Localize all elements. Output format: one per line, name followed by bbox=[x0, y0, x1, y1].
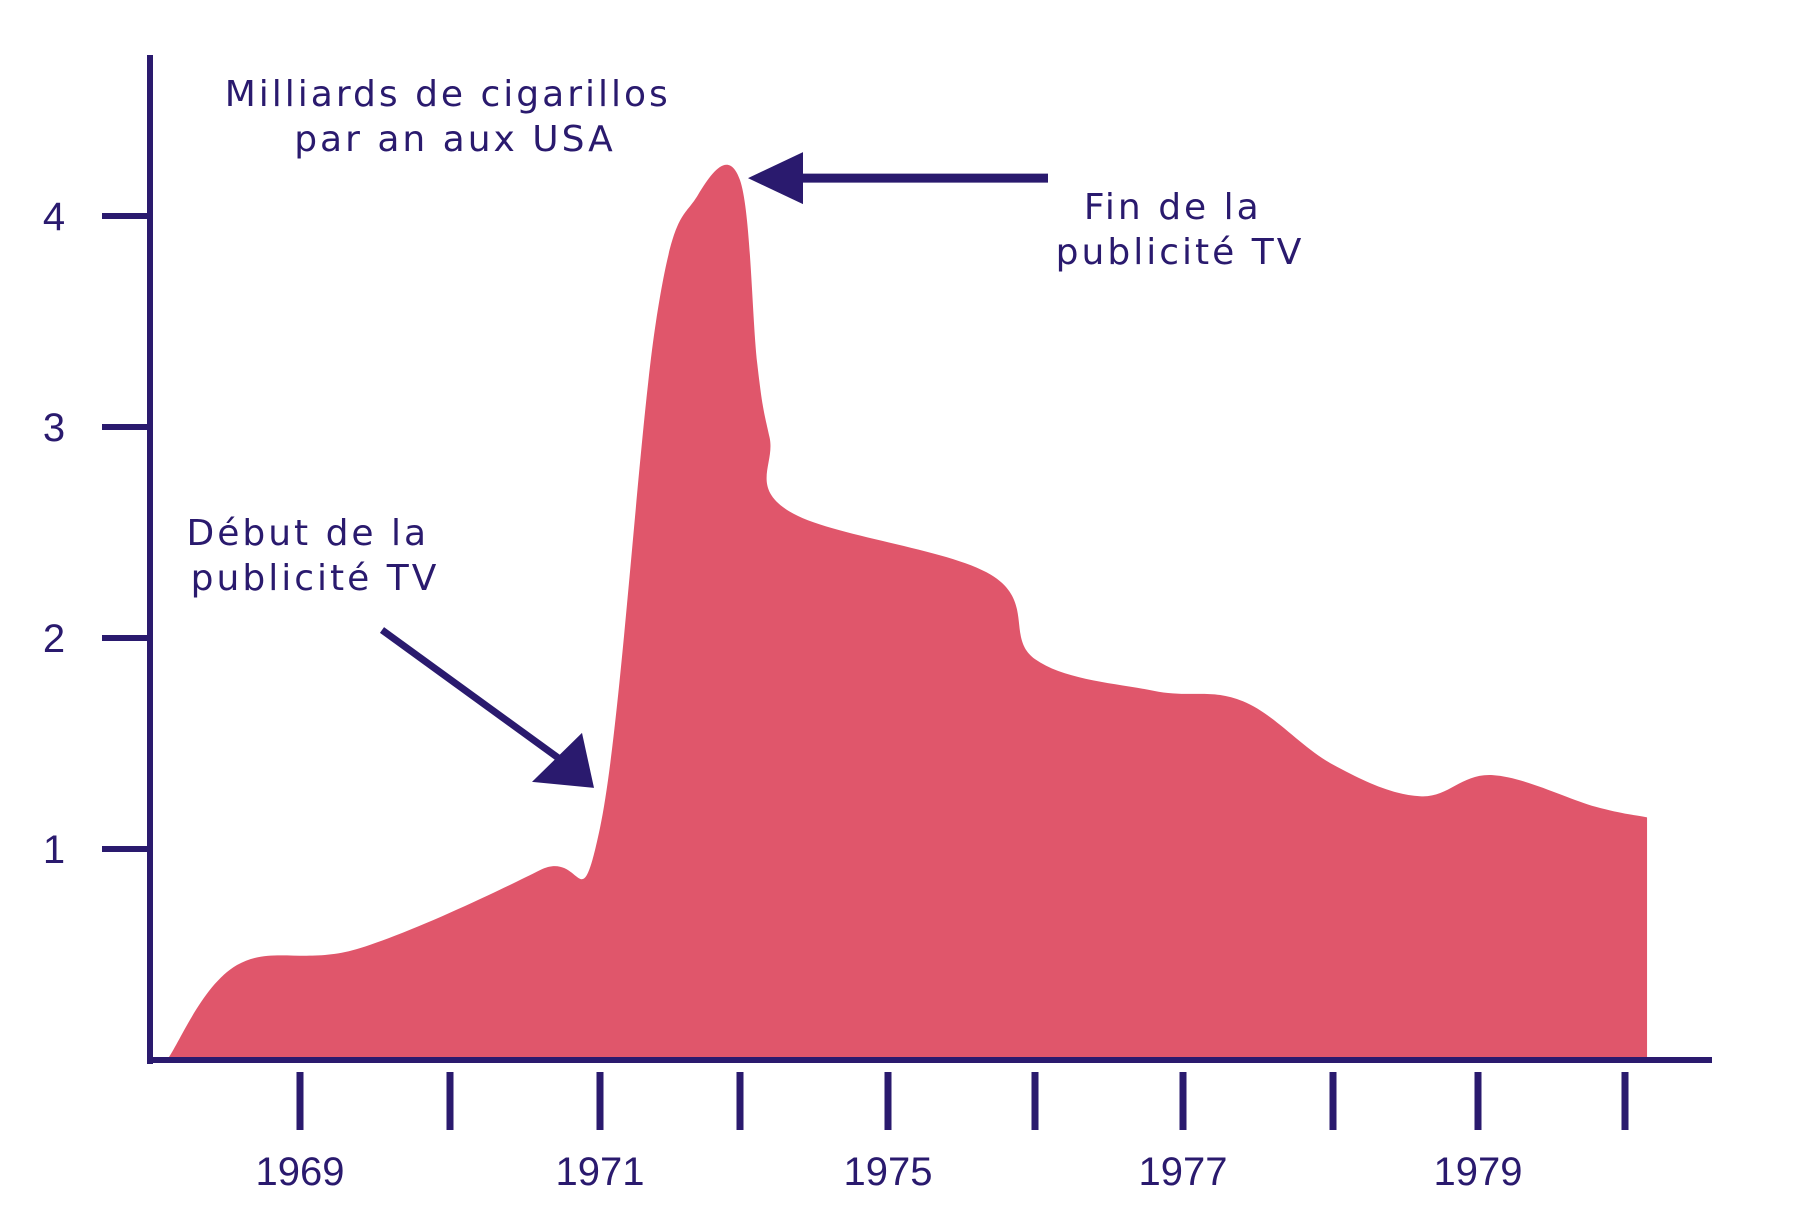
annotation-start-line-1: Début de la bbox=[186, 513, 429, 554]
y-tick-label-2: 2 bbox=[43, 617, 65, 661]
annotation-start-tv: Début de la publicité TV bbox=[186, 513, 443, 599]
chart-title-line-1: Milliards de cigarillos bbox=[225, 74, 671, 115]
ticks-layer bbox=[102, 213, 1629, 1130]
y-tick-label-1: 1 bbox=[43, 828, 65, 872]
chart-title: Milliards de cigarillos par an aux USA bbox=[225, 74, 686, 160]
annotation-end-arrow-head bbox=[748, 152, 803, 205]
chart-title-line-2: par an aux USA bbox=[294, 119, 616, 160]
x-tick-label-1979: 1979 bbox=[1434, 1150, 1523, 1194]
x-tick-label-1977: 1977 bbox=[1139, 1150, 1228, 1194]
x-tick-label-1969: 1969 bbox=[256, 1150, 345, 1194]
annotation-start-line-2: publicité TV bbox=[191, 558, 440, 599]
annotation-start-arrow-head bbox=[532, 732, 594, 788]
annotation-end-tv: Fin de la publicité TV bbox=[1056, 187, 1305, 273]
annotation-end-line-1: Fin de la bbox=[1084, 187, 1262, 228]
area-layer bbox=[167, 164, 1648, 1060]
annotation-start-arrow-shaft bbox=[379, 627, 575, 771]
axes-layer bbox=[147, 55, 1712, 1064]
labels-layer: 1 2 3 4 1969 1971 1975 1977 1979 bbox=[43, 195, 1523, 1194]
annotation-end-line-2: publicité TV bbox=[1056, 232, 1305, 273]
x-tick-label-1971: 1971 bbox=[556, 1150, 645, 1194]
y-tick-label-3: 3 bbox=[43, 406, 65, 450]
annotations: Milliards de cigarillos par an aux USA D… bbox=[186, 74, 1305, 788]
area-series bbox=[167, 164, 1648, 1060]
x-tick-label-1975: 1975 bbox=[844, 1150, 933, 1194]
y-tick-label-4: 4 bbox=[43, 195, 65, 239]
